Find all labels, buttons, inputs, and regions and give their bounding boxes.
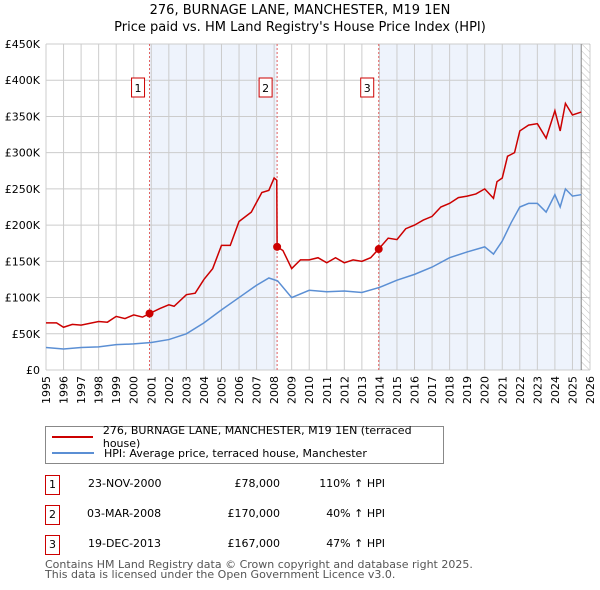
x-tick-label: 2024 — [549, 376, 562, 404]
y-tick-label: £400K — [5, 74, 41, 87]
x-tick-label: 2017 — [426, 376, 439, 404]
x-tick-label: 2023 — [531, 376, 544, 404]
marker-badge: 3 — [45, 535, 60, 555]
forecast-hatch — [581, 44, 590, 370]
x-tick-label: 2021 — [496, 376, 509, 404]
date: 19-DEC-2013 — [88, 537, 162, 550]
date: 23-NOV-2000 — [88, 477, 162, 490]
x-tick-label: 2015 — [391, 376, 404, 404]
x-tick-label: 1999 — [110, 376, 123, 404]
sale-point — [273, 242, 282, 251]
x-tick-label: 2022 — [514, 376, 527, 404]
sale-marker-label: 3 — [364, 82, 371, 95]
x-tick-label: 2025 — [566, 376, 579, 404]
y-tick-label: £300K — [5, 147, 41, 160]
x-tick-label: 2001 — [145, 376, 158, 404]
footer: Contains HM Land Registry data © Crown c… — [45, 558, 473, 581]
legend-item-property: 276, BURNAGE LANE, MANCHESTER, M19 1EN (… — [46, 424, 443, 450]
transaction-row: 2 03-MAR-2008 £170,000 40% ↑ HPI — [45, 505, 465, 525]
hpi-change: 110% ↑ HPI — [319, 477, 385, 490]
legend-item-hpi: HPI: Average price, terraced house, Manc… — [46, 445, 367, 461]
x-tick-label: 2013 — [356, 376, 369, 404]
hpi-change: 40% ↑ HPI — [326, 507, 385, 520]
price-chart: 1995 1996 1997 1998 1999 2000 2001 2002 2003 2004… — [5, 38, 597, 404]
price: £78,000 — [234, 477, 281, 490]
x-tick-label: 2003 — [180, 376, 193, 404]
legend-swatch-red — [52, 436, 93, 438]
sale-marker-badge — [360, 77, 375, 98]
y-tick-label: £50K — [12, 328, 41, 341]
sale-marker-badge — [258, 77, 273, 98]
y-tick-label: £100K — [5, 292, 41, 305]
y-tick-label: £350K — [5, 110, 41, 123]
y-tick-label: £150K — [5, 255, 41, 268]
hpi-change: 47% ↑ HPI — [326, 537, 385, 550]
transaction-row: 1 23-NOV-2000 £78,000 110% ↑ HPI — [45, 475, 465, 495]
x-tick-label: 2008 — [268, 376, 281, 404]
sale-marker-label: 1 — [135, 82, 142, 95]
footer-licence: This data is licensed under the Open Gov… — [45, 568, 396, 581]
chart-subtitle: Price paid vs. HM Land Registry's House … — [114, 20, 486, 35]
x-tick-label: 2005 — [215, 376, 228, 404]
x-tick-label: 2026 — [584, 376, 597, 404]
y-tick-label: £250K — [5, 183, 41, 196]
x-tick-label: 2002 — [163, 376, 176, 404]
legend-swatch-blue — [52, 452, 94, 454]
marker-badge: 2 — [45, 505, 60, 525]
sale-marker-badge — [131, 77, 146, 98]
x-tick-label: 1995 — [40, 376, 53, 404]
y-tick-label: £200K — [5, 219, 41, 232]
y-tick-label: £0 — [26, 364, 40, 377]
marker-badge: 1 — [45, 475, 60, 495]
x-tick-label: 2011 — [321, 376, 334, 404]
x-tick-label: 2020 — [479, 376, 492, 404]
y-tick-label: £450K — [5, 38, 41, 51]
x-tick-label: 2012 — [338, 376, 351, 404]
x-tick-label: 2014 — [373, 376, 386, 404]
price: £170,000 — [227, 507, 281, 520]
price: £167,000 — [227, 537, 281, 550]
footer-copyright: Contains HM Land Registry data © Crown c… — [45, 558, 473, 571]
x-tick-label: 2006 — [233, 376, 246, 404]
sale-point — [374, 245, 383, 254]
x-tick-label: 2018 — [444, 376, 457, 404]
x-tick-label: 2010 — [303, 376, 316, 404]
x-tick-label: 2016 — [409, 376, 422, 404]
sale-marker-label: 2 — [262, 82, 269, 95]
legend-label: HPI: Average price, terraced house, Manc… — [104, 446, 367, 460]
x-tick-label: 2000 — [128, 376, 141, 404]
x-tick-label: 1996 — [58, 376, 71, 404]
x-tick-label: 1997 — [75, 376, 88, 404]
x-tick-label: 2007 — [251, 376, 264, 404]
x-tick-label: 2019 — [461, 376, 474, 404]
legend-label: 276, BURNAGE LANE, MANCHESTER, M19 1EN (… — [102, 424, 412, 450]
x-tick-label: 2009 — [286, 376, 299, 404]
sale-point — [145, 309, 154, 318]
legend: 276, BURNAGE LANE, MANCHESTER, M19 1EN (… — [45, 424, 444, 464]
date: 03-MAR-2008 — [87, 507, 162, 520]
transaction-row: 3 19-DEC-2013 £167,000 47% ↑ HPI — [45, 535, 465, 555]
x-tick-label: 2004 — [198, 376, 211, 404]
chart-title: 276, BURNAGE LANE, MANCHESTER, M19 1EN — [149, 3, 451, 18]
x-tick-label: 1998 — [93, 376, 106, 404]
series-line — [45, 187, 582, 350]
shaded-region — [378, 44, 582, 370]
